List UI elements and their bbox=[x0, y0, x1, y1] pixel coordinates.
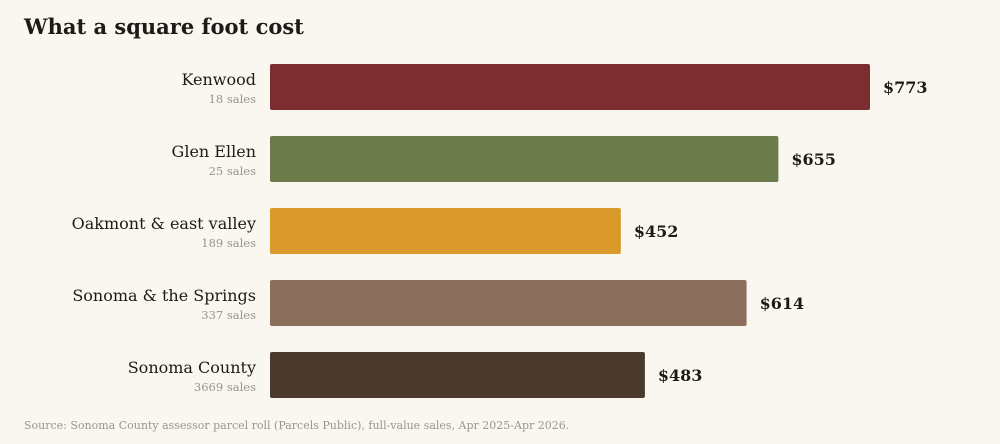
chart-title: What a square foot cost bbox=[24, 14, 304, 39]
category-label-0: Kenwood bbox=[182, 70, 257, 89]
category-label-3: Sonoma & the Springs bbox=[72, 286, 256, 305]
bar-3 bbox=[270, 280, 747, 326]
value-label-2: $452 bbox=[634, 222, 679, 241]
bar-0 bbox=[270, 64, 870, 110]
sales-count-label-1: 25 sales bbox=[209, 164, 257, 178]
sales-count-label-3: 337 sales bbox=[201, 308, 256, 322]
category-label-4: Sonoma County bbox=[128, 358, 256, 377]
value-label-1: $655 bbox=[791, 150, 836, 169]
source-note: Source: Sonoma County assessor parcel ro… bbox=[24, 419, 570, 432]
value-label-4: $483 bbox=[658, 366, 703, 385]
category-label-1: Glen Ellen bbox=[172, 142, 256, 161]
bar-4 bbox=[270, 352, 645, 398]
value-label-0: $773 bbox=[883, 78, 928, 97]
category-label-2: Oakmont & east valley bbox=[72, 214, 256, 233]
bar-1 bbox=[270, 136, 779, 182]
sales-count-label-4: 3669 sales bbox=[194, 380, 256, 394]
bar-2 bbox=[270, 208, 621, 254]
sales-count-label-0: 18 sales bbox=[209, 92, 257, 106]
value-label-3: $614 bbox=[760, 294, 805, 313]
sales-count-label-2: 189 sales bbox=[201, 236, 256, 250]
bars-group: Kenwood 18 sales $773 Glen Ellen 25 sales $65… bbox=[72, 64, 928, 398]
